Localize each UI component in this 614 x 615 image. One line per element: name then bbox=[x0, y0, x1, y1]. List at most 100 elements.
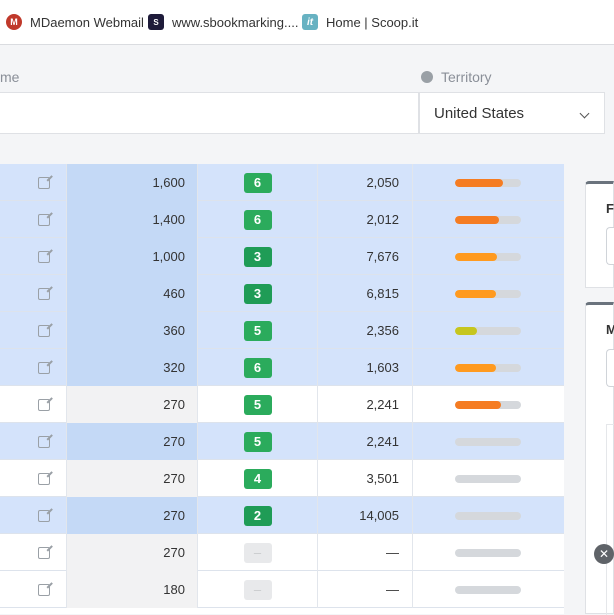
results-cell: 2,012 bbox=[318, 201, 413, 238]
external-link-icon[interactable] bbox=[38, 324, 50, 337]
competition-cell bbox=[413, 386, 564, 423]
panel-input[interactable] bbox=[606, 349, 614, 387]
table-row[interactable]: 360 5 2,356 bbox=[0, 312, 564, 349]
scoopit-icon: it bbox=[302, 14, 318, 30]
results-count: — bbox=[386, 582, 399, 597]
bookmark-mdaemon[interactable]: M MDaemon Webmail bbox=[6, 12, 144, 32]
table-row[interactable]: 1,000 3 7,676 bbox=[0, 238, 564, 275]
difficulty-cell: 6 bbox=[198, 201, 318, 238]
territory-label: Territory bbox=[421, 69, 492, 85]
search-volume-cell: 270 bbox=[67, 497, 198, 534]
results-count: 3,501 bbox=[366, 471, 399, 486]
search-volume-cell: 1,400 bbox=[67, 201, 198, 238]
competition-bar-fill bbox=[455, 326, 478, 335]
difficulty-badge: 5 bbox=[243, 394, 272, 415]
side-panel-bottom: M bbox=[585, 302, 614, 615]
difficulty-badge: 6 bbox=[243, 172, 272, 193]
external-link-icon[interactable] bbox=[38, 176, 50, 189]
table-row[interactable]: 270 5 2,241 bbox=[0, 386, 564, 423]
search-volume-cell: 270 bbox=[67, 534, 198, 571]
difficulty-badge: 3 bbox=[243, 283, 272, 304]
keyword-input[interactable] bbox=[0, 92, 419, 134]
table-row[interactable]: 270 – — bbox=[0, 534, 564, 571]
results-cell: 7,676 bbox=[318, 238, 413, 275]
sbookmarking-icon: S bbox=[148, 14, 164, 30]
external-link-icon[interactable] bbox=[38, 287, 50, 300]
search-volume-cell: 460 bbox=[67, 275, 198, 312]
table-row[interactable]: 320 6 1,603 bbox=[0, 349, 564, 386]
close-icon[interactable]: ✕ bbox=[594, 544, 614, 564]
search-volume-cell: 1,600 bbox=[67, 164, 198, 201]
table-row[interactable]: 1,400 6 2,012 bbox=[0, 201, 564, 238]
bookmark-sbookmarking[interactable]: S www.sbookmarking.... bbox=[148, 12, 298, 32]
open-link-cell bbox=[0, 275, 67, 312]
bookmark-scoopit[interactable]: it Home | Scoop.it bbox=[302, 12, 418, 32]
results-cell: 3,501 bbox=[318, 460, 413, 497]
bookmark-label: Home | Scoop.it bbox=[326, 14, 419, 30]
territory-select[interactable]: United States bbox=[419, 92, 605, 134]
search-volume-cell: 270 bbox=[67, 423, 198, 460]
difficulty-cell: 3 bbox=[198, 275, 318, 312]
results-count: 2,012 bbox=[366, 212, 399, 227]
competition-bar bbox=[455, 437, 521, 446]
results-count: 7,676 bbox=[366, 249, 399, 264]
external-link-icon[interactable] bbox=[38, 250, 50, 263]
open-link-cell bbox=[0, 164, 67, 201]
difficulty-cell: – bbox=[198, 571, 318, 608]
difficulty-cell: 6 bbox=[198, 164, 318, 201]
difficulty-cell: 6 bbox=[198, 349, 318, 386]
difficulty-badge: 3 bbox=[243, 246, 272, 267]
difficulty-badge: – bbox=[243, 579, 272, 600]
external-link-icon[interactable] bbox=[38, 546, 50, 559]
external-link-icon[interactable] bbox=[38, 213, 50, 226]
bookmarks-bar: M MDaemon Webmail S www.sbookmarking....… bbox=[0, 0, 614, 45]
external-link-icon[interactable] bbox=[38, 435, 50, 448]
search-volume: 320 bbox=[163, 360, 185, 375]
results-cell: 2,050 bbox=[318, 164, 413, 201]
bookmark-label: www.sbookmarking.... bbox=[172, 14, 299, 30]
open-link-cell bbox=[0, 534, 67, 571]
results-count: 2,241 bbox=[366, 397, 399, 412]
name-label: me bbox=[0, 69, 20, 85]
table-row[interactable]: 270 2 14,005 bbox=[0, 497, 564, 534]
competition-cell bbox=[413, 534, 564, 571]
results-count: 6,815 bbox=[366, 286, 399, 301]
difficulty-badge: 6 bbox=[243, 357, 272, 378]
search-volume-cell: 320 bbox=[67, 349, 198, 386]
competition-cell bbox=[413, 238, 564, 275]
search-volume: 270 bbox=[163, 434, 185, 449]
search-volume: 360 bbox=[163, 323, 185, 338]
external-link-icon[interactable] bbox=[38, 361, 50, 374]
open-link-cell bbox=[0, 386, 67, 423]
open-link-cell bbox=[0, 201, 67, 238]
difficulty-cell: 4 bbox=[198, 460, 318, 497]
external-link-icon[interactable] bbox=[38, 583, 50, 596]
competition-bar bbox=[455, 474, 521, 483]
panel-title: F bbox=[606, 201, 614, 216]
results-count: 2,050 bbox=[366, 175, 399, 190]
search-volume-cell: 180 bbox=[67, 571, 198, 608]
external-link-icon[interactable] bbox=[38, 398, 50, 411]
competition-bar bbox=[455, 289, 521, 298]
table-row[interactable]: 270 5 2,241 bbox=[0, 423, 564, 460]
table-row[interactable]: 270 4 3,501 bbox=[0, 460, 564, 497]
competition-cell bbox=[413, 164, 564, 201]
competition-cell bbox=[413, 201, 564, 238]
table-row[interactable]: 460 3 6,815 bbox=[0, 275, 564, 312]
search-volume: 1,400 bbox=[152, 212, 185, 227]
side-panel-top: F bbox=[585, 181, 614, 288]
panel-input[interactable] bbox=[606, 227, 614, 265]
table-row[interactable]: 180 – — bbox=[0, 571, 564, 608]
difficulty-badge: – bbox=[243, 542, 272, 563]
search-volume: 180 bbox=[163, 582, 185, 597]
competition-bar bbox=[455, 252, 521, 261]
competition-bar-fill bbox=[455, 400, 502, 409]
external-link-icon[interactable] bbox=[38, 472, 50, 485]
results-count: 1,603 bbox=[366, 360, 399, 375]
mdaemon-icon: M bbox=[6, 14, 22, 30]
open-link-cell bbox=[0, 460, 67, 497]
results-cell: 2,241 bbox=[318, 386, 413, 423]
external-link-icon[interactable] bbox=[38, 509, 50, 522]
table-row[interactable]: 1,600 6 2,050 bbox=[0, 164, 564, 201]
competition-bar bbox=[455, 363, 521, 372]
